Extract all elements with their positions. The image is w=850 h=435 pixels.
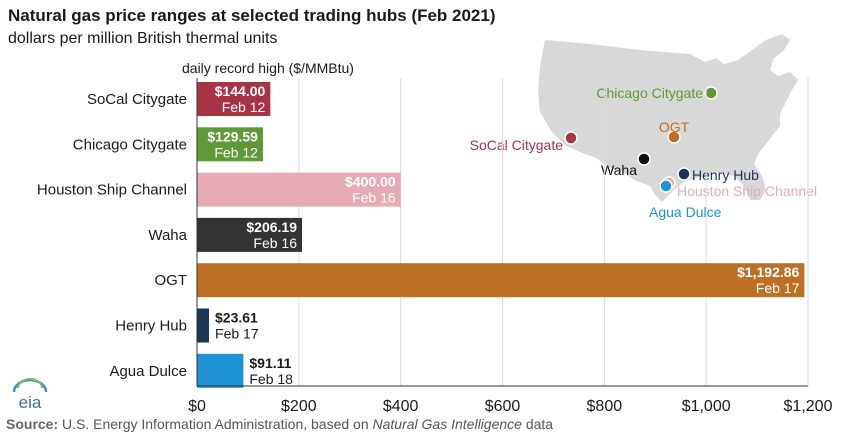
- x-tick-label: $600: [485, 398, 521, 415]
- bar: [197, 217, 302, 252]
- value-label: $144.00: [215, 83, 266, 99]
- map-marker-waha: [637, 152, 651, 166]
- date-label: Feb 17: [215, 326, 259, 342]
- map-marker-henry-hub: [677, 167, 691, 181]
- bar: [197, 353, 244, 388]
- category-label: Henry Hub: [115, 318, 187, 335]
- value-label: $91.11: [249, 355, 291, 371]
- x-tick-label: $1,200: [784, 398, 833, 415]
- category-label: SoCal Citygate: [87, 91, 187, 108]
- category-label: Houston Ship Channel: [37, 182, 187, 199]
- value-header: daily record high ($/MMBtu): [182, 60, 354, 76]
- date-label: Feb 12: [222, 99, 266, 115]
- x-tick-label: $200: [281, 398, 317, 415]
- value-label: $1,192.86: [737, 264, 799, 280]
- chart-title: Natural gas price ranges at selected tra…: [8, 6, 496, 25]
- x-tick-label: $1,000: [682, 398, 731, 415]
- map-marker-socal-citygate: [564, 131, 578, 145]
- map-label-houston-ship-channel: Houston Ship Channel: [677, 183, 817, 199]
- map-label-socal-citygate: SoCal Citygate: [470, 137, 564, 153]
- bar: [197, 127, 263, 162]
- bar: [197, 263, 805, 298]
- logo-text: eia: [19, 393, 42, 412]
- map-marker-agua-dulce: [659, 179, 673, 193]
- gridlines: [298, 78, 809, 386]
- value-label: $400.00: [345, 174, 396, 190]
- map-label-waha: Waha: [601, 162, 637, 178]
- bar: [197, 82, 271, 116]
- category-label: Chicago Citygate: [73, 136, 187, 153]
- category-label: OGT: [155, 272, 188, 289]
- source-publication: Natural Gas Intelligence: [372, 416, 522, 432]
- x-tick-label: $400: [383, 398, 419, 415]
- date-label: Feb 17: [756, 280, 800, 296]
- bar: [197, 172, 401, 207]
- map-label-henry-hub: Henry Hub: [692, 167, 759, 183]
- value-label: $129.59: [207, 128, 258, 144]
- map-marker-chicago-citygate: [704, 86, 718, 100]
- x-tick-label: $0: [188, 398, 206, 415]
- chart-subtitle: dollars per million British thermal unit…: [8, 30, 278, 47]
- map-label-ogt: OGT: [659, 119, 690, 135]
- map-label-chicago-citygate: Chicago Citygate: [596, 85, 703, 101]
- map-label-agua-dulce: Agua Dulce: [649, 204, 722, 220]
- date-label: Feb 18: [249, 371, 293, 387]
- date-label: Feb 16: [352, 190, 396, 206]
- source-text: U.S. Energy Information Administration, …: [62, 416, 369, 432]
- us-map-silhouette: [538, 34, 798, 202]
- value-label: $206.19: [246, 219, 297, 235]
- eia-logo: eia: [10, 378, 50, 412]
- us-map: Chicago Citygate OGT SoCal Citygate Waha Hen…: [470, 34, 817, 220]
- x-tick-label: $800: [587, 398, 623, 415]
- category-label: Agua Dulce: [109, 363, 187, 380]
- source-label: Source:: [6, 416, 59, 432]
- date-label: Feb 12: [214, 144, 258, 160]
- axes: daily record high ($/MMBtu) $0 $200 $400 $60…: [182, 60, 833, 415]
- map-marker-ogt: [667, 130, 681, 144]
- source-note: Source: U.S. Energy Information Administ…: [6, 416, 553, 432]
- category-label: Waha: [148, 227, 187, 244]
- source-suffix: data: [525, 416, 554, 432]
- date-label: Feb 16: [253, 235, 297, 251]
- bar: [197, 308, 210, 343]
- value-label: $23.61: [215, 310, 258, 326]
